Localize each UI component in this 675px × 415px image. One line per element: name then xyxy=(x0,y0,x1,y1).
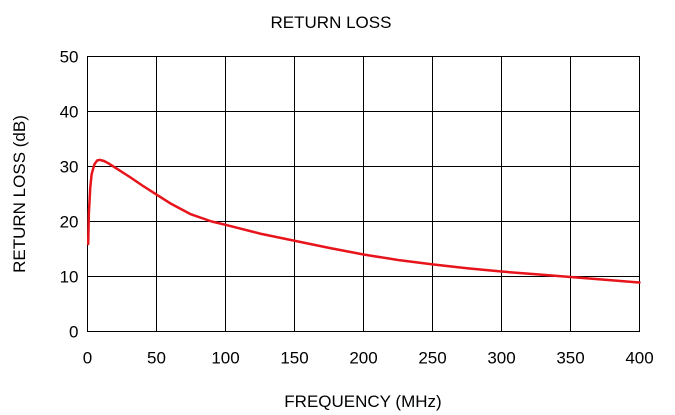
x-tick-label: 400 xyxy=(625,349,653,368)
x-tick-label: 50 xyxy=(147,349,166,368)
x-tick-label: 300 xyxy=(487,349,515,368)
x-tick-label: 350 xyxy=(556,349,584,368)
x-tick-label: 100 xyxy=(211,349,239,368)
plot-frame xyxy=(87,56,640,332)
series-group xyxy=(86,158,641,284)
x-tick-label: 150 xyxy=(280,349,308,368)
y-tick-label: 50 xyxy=(60,48,79,67)
grid-lines xyxy=(87,56,640,332)
x-tick-labels: 0 50 100 150 200 250 300 350 400 xyxy=(83,349,654,368)
y-tick-label: 20 xyxy=(60,213,79,232)
y-axis-label: RETURN LOSS (dB) xyxy=(10,115,29,273)
y-tick-label: 10 xyxy=(60,268,79,287)
x-tick-label: 250 xyxy=(418,349,446,368)
y-tick-label: 0 xyxy=(69,323,78,342)
x-tick-label: 0 xyxy=(83,349,92,368)
series-line xyxy=(86,158,641,284)
chart-title: RETURN LOSS xyxy=(271,13,392,32)
y-tick-label: 30 xyxy=(60,158,79,177)
x-tick-label: 200 xyxy=(349,349,377,368)
y-tick-labels: 0 10 20 30 40 50 xyxy=(60,48,79,342)
x-axis-label: FREQUENCY (MHz) xyxy=(284,392,441,411)
y-tick-label: 40 xyxy=(60,103,79,122)
